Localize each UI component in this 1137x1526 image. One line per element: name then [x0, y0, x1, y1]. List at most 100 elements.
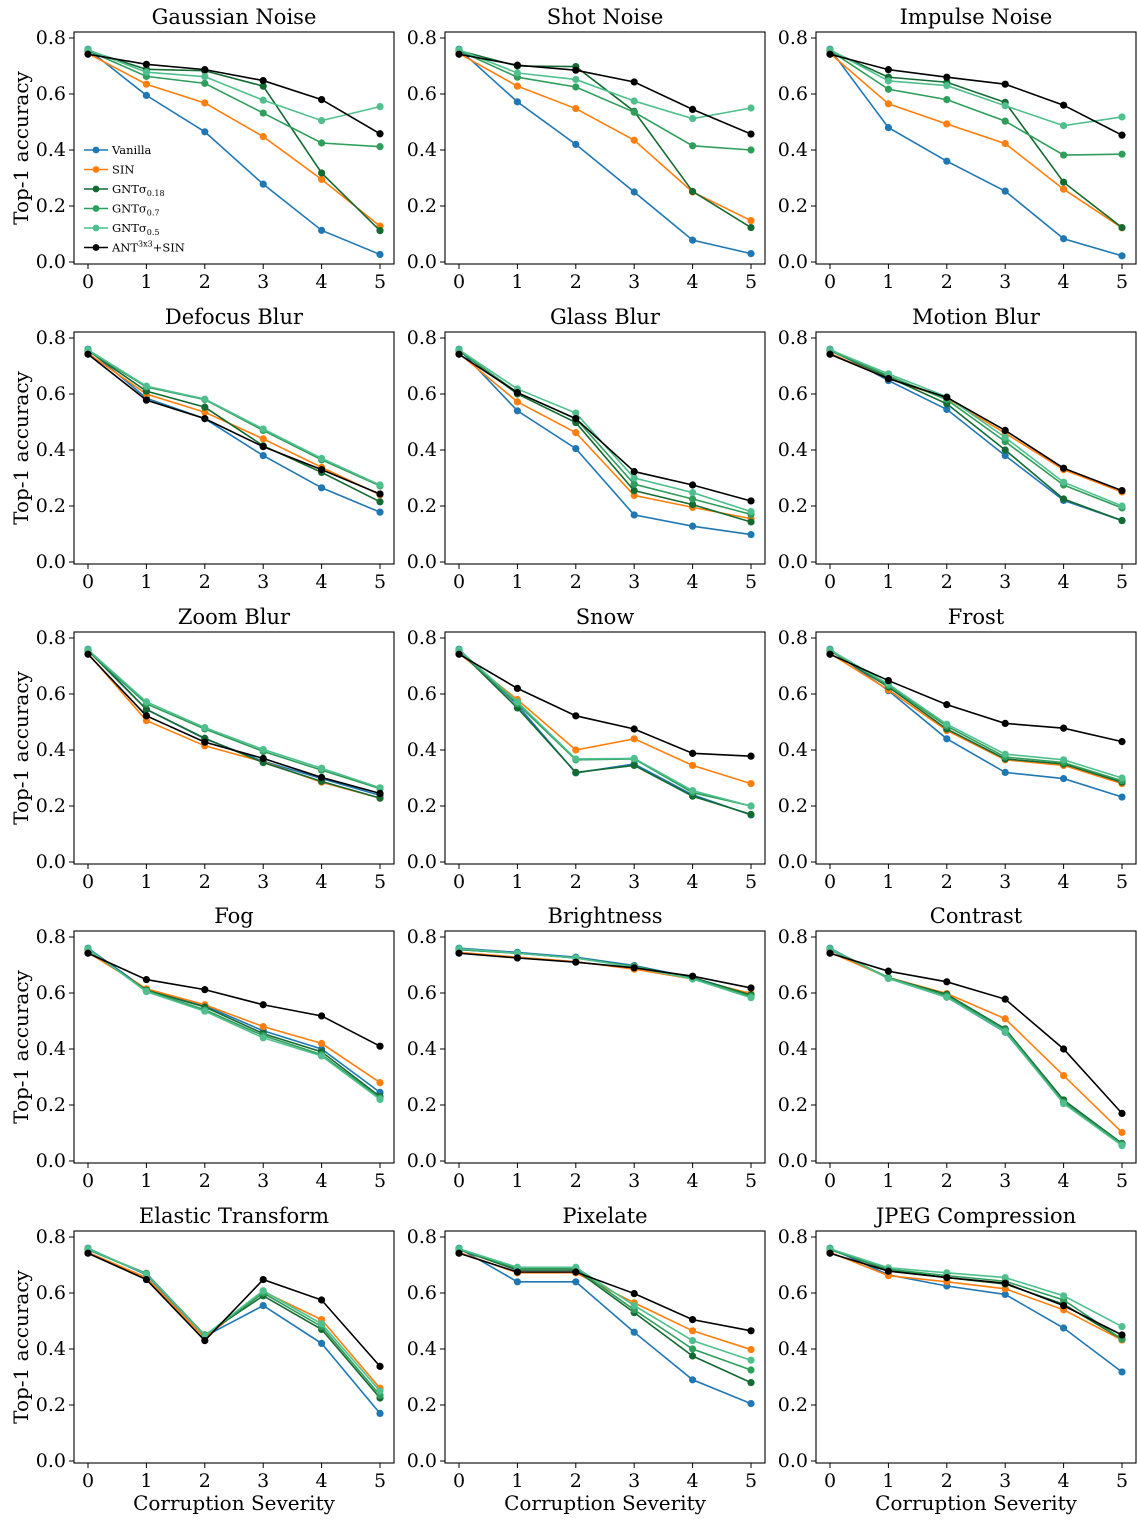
y-tick-label: 0.4	[778, 1038, 808, 1060]
legend-marker-ant	[92, 244, 100, 251]
y-tick-label: 0.6	[778, 982, 808, 1004]
series-gnt018	[455, 647, 755, 819]
series-line-ant	[87, 53, 381, 135]
x-tick-label: 0	[82, 571, 94, 593]
data-point-ant	[826, 1249, 834, 1257]
panel-frost: Frost 0.0 0.2 0.4 0.6 0.8 0 1 2 3 4 5	[778, 605, 1137, 893]
series-line-gnt07	[458, 349, 752, 516]
legend-marker-vanilla	[92, 146, 100, 154]
data-point-ant	[455, 1249, 463, 1257]
x-tick-label: 3	[257, 571, 269, 593]
panel-title: Elastic Transform	[139, 1204, 329, 1228]
data-point-gnt05	[943, 993, 951, 1001]
series-line-gnt05	[458, 1247, 752, 1361]
series-gnt07	[455, 347, 755, 518]
data-point-gnt05	[943, 720, 951, 728]
x-tick-label: 2	[570, 1170, 582, 1192]
series-line-gnt018	[829, 349, 1123, 522]
series-line-vanilla	[87, 348, 381, 513]
data-point-ant	[884, 967, 893, 975]
data-point-gnt05	[142, 68, 150, 76]
y-tick-label: 0.2	[36, 795, 66, 817]
data-point-ant	[201, 66, 209, 74]
data-point-gnt05	[142, 698, 150, 706]
x-tick-label: 2	[570, 271, 582, 293]
axes-frame	[73, 930, 395, 1164]
y-tick-label: 0.0	[407, 1450, 437, 1472]
data-point-gnt05	[1001, 1028, 1009, 1036]
data-point-ant	[259, 754, 267, 763]
data-point-vanilla	[747, 250, 755, 258]
series-gnt07	[455, 946, 755, 1000]
data-point-sin	[884, 100, 893, 108]
data-point-gnt05	[1118, 1323, 1126, 1331]
data-point-vanilla	[747, 530, 755, 539]
series-gnt07	[455, 47, 755, 154]
data-point-gnt018	[689, 501, 697, 509]
axes-frame	[815, 1230, 1137, 1464]
y-tick-label: 0.6	[407, 683, 437, 705]
series-gnt07	[826, 647, 1126, 785]
data-point-vanilla	[1118, 1368, 1126, 1376]
y-tick-label: 0.4	[407, 739, 437, 761]
series-line-ant	[458, 53, 752, 135]
data-point-sin	[689, 1327, 697, 1335]
data-point-gnt05	[318, 454, 326, 462]
series-vanilla	[84, 345, 384, 516]
x-tick-label: 2	[570, 871, 582, 893]
data-point-sin	[572, 104, 580, 113]
series-line-ant	[458, 353, 752, 502]
y-tick-label: 0.0	[778, 251, 808, 273]
data-point-vanilla	[943, 157, 951, 165]
data-point-ant	[513, 389, 522, 397]
data-point-ant	[376, 130, 384, 138]
data-point-gnt07	[943, 96, 951, 104]
data-point-gnt07	[201, 79, 209, 87]
series-line-ant	[829, 952, 1123, 1114]
x-tick-label: 3	[628, 871, 640, 893]
y-tick-label: 0.2	[407, 195, 437, 217]
data-point-gnt05	[259, 1287, 267, 1295]
panel-title: Pixelate	[562, 1204, 647, 1228]
y-tick-label: 0.6	[36, 683, 66, 705]
data-point-ant	[1001, 80, 1009, 88]
y-tick-label: 0.8	[407, 27, 437, 49]
series-line-ant	[458, 952, 752, 989]
data-point-ant	[1118, 487, 1126, 495]
data-point-vanilla	[259, 452, 267, 460]
data-point-gnt05	[318, 764, 326, 772]
series-line-gnt018	[87, 349, 381, 503]
series-line-ant	[458, 1252, 752, 1332]
series-gnt05	[84, 646, 384, 792]
series-line-sin	[87, 652, 381, 799]
data-point-gnt05	[747, 508, 755, 516]
y-tick-label: 0.4	[36, 439, 66, 461]
data-point-gnt05	[884, 77, 893, 85]
axes-frame	[444, 331, 766, 565]
x-tick-label: 4	[687, 871, 699, 893]
panel-title: JPEG Compression	[874, 1204, 1076, 1228]
y-tick-label: 0.8	[407, 926, 437, 948]
data-point-vanilla	[376, 250, 384, 259]
series-line-vanilla	[829, 1247, 1123, 1373]
data-point-vanilla	[513, 407, 522, 415]
x-tick-label: 5	[745, 271, 757, 293]
data-point-ant	[943, 73, 951, 81]
data-point-gnt05	[376, 481, 384, 489]
panel-title: Contrast	[930, 904, 1023, 928]
y-tick-label: 0.0	[778, 551, 808, 573]
y-tick-label: 0.8	[36, 327, 66, 349]
x-tick-label: 2	[570, 571, 582, 593]
data-point-vanilla	[1118, 793, 1126, 801]
y-tick-label: 0.0	[36, 851, 66, 873]
axes-frame	[73, 331, 395, 565]
series-line-gnt07	[829, 49, 1123, 156]
data-point-gnt05	[630, 474, 638, 482]
data-point-sin	[513, 82, 522, 90]
y-tick-label: 0.4	[36, 739, 66, 761]
data-point-sin	[943, 120, 951, 128]
series-gnt07	[455, 1246, 755, 1374]
x-tick-label: 0	[453, 271, 465, 293]
data-point-sin	[689, 761, 697, 770]
series-gnt05	[826, 346, 1126, 510]
